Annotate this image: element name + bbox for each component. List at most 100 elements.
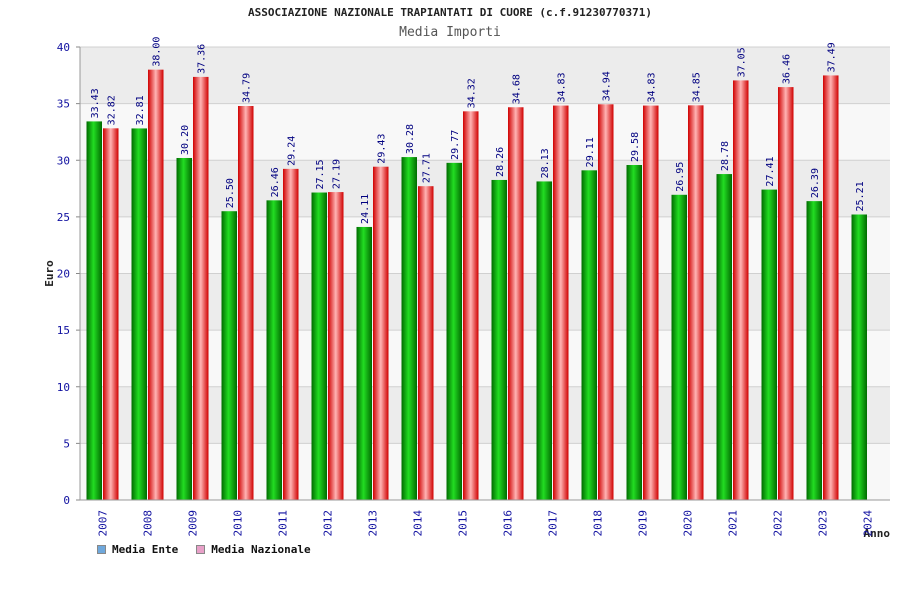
bar-media-ente-2008 (131, 128, 147, 500)
plot-band (80, 216, 890, 274)
bar-media-nazionale-2019 (643, 105, 659, 501)
x-tick-label: 2008 (142, 510, 155, 537)
bar-media-nazionale-2017 (553, 105, 569, 501)
y-tick-label: 25 (57, 211, 70, 224)
chart-subtitle: Media Importi (399, 25, 501, 40)
bar-media-ente-2023 (806, 201, 822, 501)
data-label: 37.36 (196, 44, 207, 74)
plot-band (80, 160, 890, 217)
x-tick-label: 2020 (682, 510, 695, 537)
bar-media-ente-2015 (446, 162, 462, 501)
plot-band (80, 47, 890, 104)
y-tick-label: 35 (57, 98, 70, 111)
y-tick-label: 5 (63, 437, 70, 450)
x-tick-label: 2015 (457, 510, 470, 537)
x-tick-label: 2021 (727, 510, 740, 537)
data-label: 32.81 (135, 95, 146, 125)
x-tick-label: 2009 (187, 510, 200, 537)
x-tick-label: 2014 (412, 510, 425, 537)
data-label: 27.19 (331, 159, 342, 189)
bar-media-ente-2020 (671, 194, 687, 500)
x-tick-label: 2023 (817, 510, 830, 537)
bar-media-ente-2018 (581, 170, 597, 500)
data-label: 26.95 (675, 162, 686, 192)
x-tick-label: 2010 (232, 510, 245, 537)
data-label: 26.46 (270, 167, 281, 197)
bar-media-ente-2009 (176, 157, 192, 501)
y-axis-label: Euro (43, 260, 56, 287)
data-label: 34.83 (646, 72, 657, 102)
data-label: 25.50 (225, 178, 236, 208)
bar-media-nazionale-2020 (688, 105, 704, 500)
legend-swatch-media-ente (97, 545, 106, 554)
bar-media-ente-2022 (761, 189, 777, 500)
bar-media-nazionale-2009 (193, 76, 209, 500)
data-label: 37.05 (736, 47, 747, 77)
y-tick-label: 30 (57, 154, 70, 167)
chart-title: ASSOCIAZIONE NAZIONALE TRAPIANTATI DI CU… (248, 6, 652, 19)
legend: Media Ente Media Nazionale (97, 543, 311, 556)
bar-media-ente-2016 (491, 179, 507, 500)
bar-media-nazionale-2013 (373, 166, 389, 500)
data-label: 30.28 (405, 124, 416, 154)
bar-media-nazionale-2023 (823, 75, 839, 500)
data-label: 33.43 (90, 88, 101, 118)
data-label: 27.71 (421, 153, 432, 183)
data-label: 24.11 (360, 194, 371, 224)
plot-band (80, 103, 890, 161)
bar-media-ente-2014 (401, 157, 417, 501)
bar-media-ente-2013 (356, 226, 372, 500)
bar-media-ente-2011 (266, 200, 282, 500)
data-label: 36.46 (781, 54, 792, 84)
bar-media-ente-2007 (86, 121, 102, 501)
bar-media-nazionale-2008 (148, 69, 164, 501)
x-tick-label: 2024 (862, 510, 875, 537)
data-label: 34.85 (691, 72, 702, 102)
data-label: 25.21 (855, 181, 866, 211)
bar-media-nazionale-2022 (778, 87, 794, 500)
plot-band (80, 386, 890, 444)
x-tick-label: 2022 (772, 510, 785, 537)
x-tick-label: 2018 (592, 510, 605, 537)
x-tick-label: 2012 (322, 510, 335, 537)
legend-label-media-nazionale: Media Nazionale (211, 543, 311, 556)
data-label: 29.43 (376, 134, 387, 164)
data-label: 38.00 (151, 37, 162, 67)
data-label: 34.32 (466, 78, 477, 108)
x-tick-label: 2007 (97, 510, 110, 537)
data-label: 27.41 (765, 156, 776, 186)
data-label: 29.58 (630, 132, 641, 162)
bar-media-nazionale-2010 (238, 106, 254, 501)
data-label: 34.94 (601, 71, 612, 101)
bar-media-nazionale-2007 (103, 128, 119, 500)
bar-media-ente-2021 (716, 174, 732, 500)
bar-media-ente-2010 (221, 211, 237, 500)
x-tick-label: 2017 (547, 510, 560, 537)
data-label: 37.49 (826, 42, 837, 72)
y-tick-label: 0 (63, 494, 70, 507)
data-label: 34.83 (556, 72, 567, 102)
legend-item-media-nazionale: Media Nazionale (196, 543, 311, 556)
data-label: 29.77 (450, 130, 461, 160)
plot-band (80, 330, 890, 387)
bar-media-nazionale-2012 (328, 192, 344, 501)
bar-media-ente-2019 (626, 165, 642, 500)
data-label: 29.24 (286, 136, 297, 166)
bar-media-nazionale-2016 (508, 107, 524, 501)
x-tick-label: 2016 (502, 510, 515, 537)
x-axis-label: Anno (864, 527, 891, 540)
y-tick-label: 40 (57, 41, 70, 54)
data-label: 29.11 (585, 137, 596, 167)
data-label: 26.39 (810, 168, 821, 198)
bar-media-nazionale-2011 (283, 168, 299, 500)
data-label: 30.20 (180, 125, 191, 155)
bar-media-ente-2017 (536, 181, 552, 501)
x-tick-label: 2019 (637, 510, 650, 537)
x-tick-label: 2013 (367, 510, 380, 537)
y-tick-label: 10 (57, 381, 70, 394)
bar-media-nazionale-2014 (418, 186, 434, 500)
legend-swatch-media-nazionale (196, 545, 206, 554)
y-tick-label: 15 (57, 324, 70, 337)
x-tick-label: 2011 (277, 510, 290, 537)
